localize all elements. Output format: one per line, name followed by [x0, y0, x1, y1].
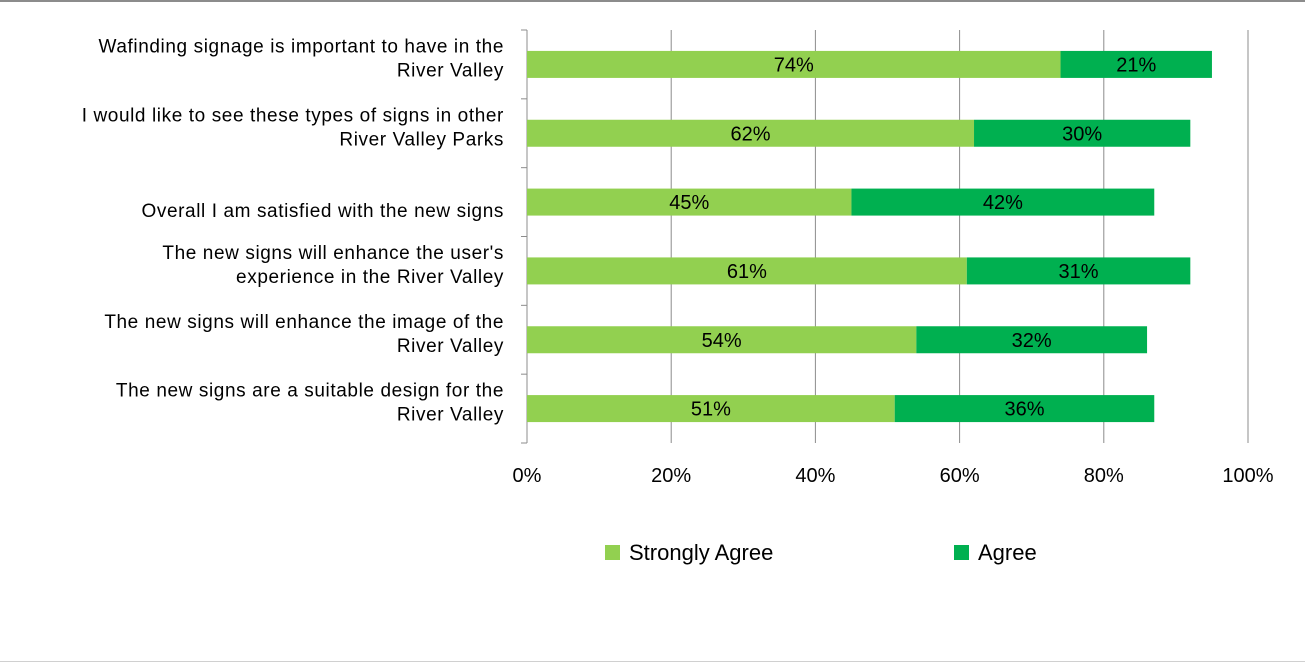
legend-swatch [954, 545, 969, 560]
category-label: The new signs will enhance the image of … [104, 312, 504, 333]
data-label: 45% [669, 192, 709, 214]
category-label: River Valley [397, 60, 504, 81]
bar-agree [1060, 50, 1212, 78]
category-label: River Valley Parks [339, 129, 504, 150]
bar-strongly-agree [527, 188, 852, 216]
data-label: 30% [1062, 123, 1102, 145]
x-tick-label: 60% [940, 465, 980, 487]
data-label: 31% [1059, 261, 1099, 283]
bar-agree [916, 326, 1148, 354]
bar-agree [894, 395, 1155, 423]
data-label: 62% [730, 123, 770, 145]
category-label: The new signs are a suitable design for … [116, 381, 504, 402]
data-label: 36% [1004, 399, 1044, 421]
bar-strongly-agree [527, 119, 975, 147]
data-label: 54% [702, 330, 742, 352]
category-label: The new signs will enhance the user's [162, 243, 504, 264]
data-label: 51% [691, 399, 731, 421]
x-tick-label: 80% [1084, 465, 1124, 487]
category-label: I would like to see these types of signs… [82, 105, 504, 126]
bar-agree [851, 188, 1155, 216]
bar-strongly-agree [527, 326, 917, 354]
x-tick-label: 20% [651, 465, 691, 487]
data-label: 42% [983, 192, 1023, 214]
legend-label: Strongly Agree [629, 540, 773, 565]
data-label: 74% [774, 54, 814, 76]
x-tick-label: 40% [795, 465, 835, 487]
data-label: 32% [1012, 330, 1052, 352]
bar-agree [974, 119, 1191, 147]
x-tick-label: 0% [513, 465, 542, 487]
legend-swatch [605, 545, 620, 560]
bar-strongly-agree [527, 257, 967, 285]
data-label: 61% [727, 261, 767, 283]
x-tick-label: 100% [1222, 465, 1273, 487]
legend-label: Agree [978, 540, 1037, 565]
bar-strongly-agree [527, 395, 895, 423]
data-label: 21% [1116, 54, 1156, 76]
category-label: experience in the River Valley [236, 267, 504, 288]
category-label: Overall I am satisfied with the new sign… [141, 201, 504, 222]
category-label: River Valley [397, 336, 504, 357]
bar-strongly-agree [527, 50, 1061, 78]
category-label: Wafinding signage is important to have i… [99, 36, 504, 57]
category-label: River Valley [397, 405, 504, 426]
bar-agree [966, 257, 1191, 285]
